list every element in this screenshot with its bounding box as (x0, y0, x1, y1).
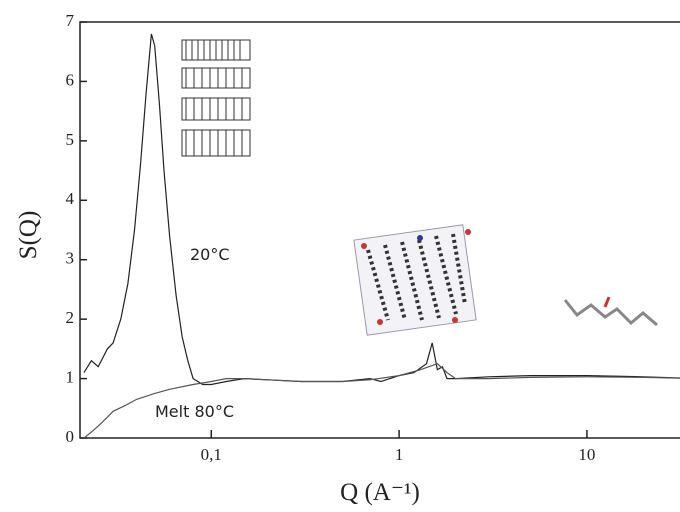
series-line (83, 33, 680, 386)
x-tick-label: 0,1 (201, 445, 222, 464)
y-axis-label: S(Q) (15, 211, 42, 260)
y-tick-label: 1 (66, 367, 75, 386)
series-label: 20°C (190, 245, 230, 264)
crystal-inset (353, 224, 477, 336)
y-tick-label: 7 (66, 11, 75, 30)
molecule-inset (563, 296, 658, 327)
y-tick-label: 3 (66, 249, 75, 268)
y-tick-label: 5 (66, 130, 75, 149)
x-tick-label: 10 (578, 445, 595, 464)
y-tick-label: 4 (66, 189, 75, 208)
series-line (83, 363, 680, 439)
x-axis-label: Q (A⁻¹) (340, 479, 420, 506)
y-tick-label: 2 (66, 308, 75, 327)
lamellar-inset (181, 39, 251, 157)
x-tick-label: 1 (395, 445, 404, 464)
plot-frame (79, 21, 680, 439)
y-tick-label: 6 (66, 70, 75, 89)
y-tick-label: 0 (66, 427, 75, 446)
series-label: Melt 80°C (155, 402, 234, 421)
